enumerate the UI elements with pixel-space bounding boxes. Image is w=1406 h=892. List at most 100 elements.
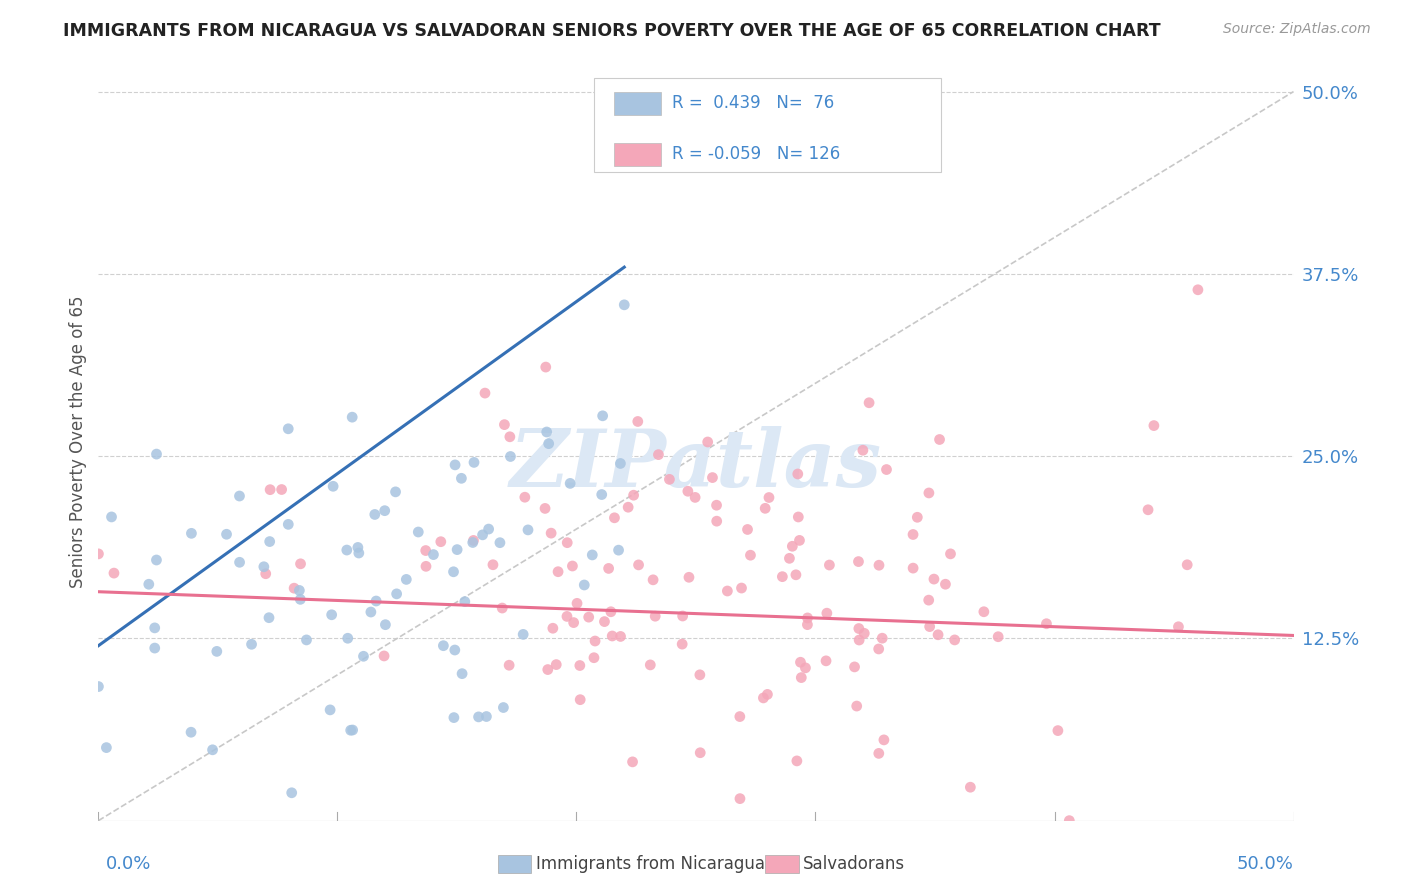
Point <box>598 561 620 575</box>
Point <box>288 583 311 598</box>
Point <box>818 558 841 572</box>
Point <box>796 617 818 632</box>
Point <box>627 558 650 572</box>
Point <box>463 455 485 469</box>
Point <box>454 594 477 608</box>
Point <box>360 605 382 619</box>
Point <box>683 491 706 505</box>
Point <box>754 501 776 516</box>
Point <box>1046 723 1069 738</box>
Point <box>444 458 467 472</box>
Point <box>295 632 318 647</box>
Text: Source: ZipAtlas.com: Source: ZipAtlas.com <box>1223 22 1371 37</box>
Point <box>644 609 666 624</box>
Point <box>848 633 870 648</box>
Point <box>560 476 582 491</box>
Point <box>603 510 626 524</box>
Point <box>959 780 981 795</box>
Point <box>541 621 564 635</box>
Point <box>987 630 1010 644</box>
Point <box>786 754 808 768</box>
Point <box>322 479 344 493</box>
Text: 0.0%: 0.0% <box>105 855 150 872</box>
Point <box>640 657 662 672</box>
Point <box>145 447 167 461</box>
Point <box>240 637 263 651</box>
Point <box>706 514 728 528</box>
Point <box>270 483 292 497</box>
Point <box>478 522 501 536</box>
Point <box>574 578 596 592</box>
Point <box>319 703 342 717</box>
Point <box>536 425 558 439</box>
Point <box>1059 814 1081 828</box>
Point <box>259 483 281 497</box>
Point <box>815 654 838 668</box>
Point <box>672 609 695 624</box>
Point <box>512 627 534 641</box>
Text: Immigrants from Nicaragua: Immigrants from Nicaragua <box>536 855 765 873</box>
Point <box>901 527 924 541</box>
Point <box>489 535 512 549</box>
Point <box>1137 503 1160 517</box>
Point <box>277 517 299 532</box>
Point <box>555 535 578 549</box>
Point <box>934 577 956 591</box>
Point <box>201 743 224 757</box>
Point <box>87 680 110 694</box>
Point <box>848 622 870 636</box>
Point <box>778 551 800 566</box>
Point <box>228 489 250 503</box>
Point <box>340 410 363 425</box>
Point <box>446 542 468 557</box>
Point <box>450 471 472 485</box>
Point <box>844 660 866 674</box>
Point <box>676 484 699 499</box>
Point <box>785 567 807 582</box>
Point <box>853 626 876 640</box>
Point <box>138 577 160 591</box>
Point <box>868 642 890 657</box>
Point <box>422 548 444 562</box>
Point <box>609 457 631 471</box>
Point <box>617 500 640 515</box>
Point <box>794 661 817 675</box>
Point <box>432 639 454 653</box>
Point <box>758 491 780 505</box>
Point <box>756 687 779 701</box>
Point <box>740 548 762 562</box>
Point <box>901 561 924 575</box>
Point <box>537 436 560 450</box>
Point <box>858 396 880 410</box>
Point <box>253 559 276 574</box>
Point <box>290 557 312 571</box>
Point <box>593 615 616 629</box>
Point <box>600 629 623 643</box>
Point <box>647 448 669 462</box>
Point <box>658 472 681 486</box>
Point <box>205 644 228 658</box>
Y-axis label: Seniors Poverty Over the Age of 65: Seniors Poverty Over the Age of 65 <box>69 295 87 588</box>
Point <box>868 747 890 761</box>
Point <box>927 628 949 642</box>
Point <box>87 547 110 561</box>
Point <box>873 732 896 747</box>
Point <box>384 484 406 499</box>
Point <box>689 746 711 760</box>
Point <box>215 527 238 541</box>
Point <box>696 435 718 450</box>
Point <box>342 723 364 737</box>
Point <box>259 534 281 549</box>
Point <box>583 634 606 648</box>
Point <box>737 523 759 537</box>
Point <box>562 615 585 630</box>
Point <box>789 655 811 669</box>
Point <box>671 637 693 651</box>
Point <box>180 526 202 541</box>
Point <box>498 658 520 673</box>
Point <box>770 569 793 583</box>
Point <box>96 740 118 755</box>
Point <box>408 524 430 539</box>
Point <box>254 566 277 581</box>
Point <box>905 510 928 524</box>
